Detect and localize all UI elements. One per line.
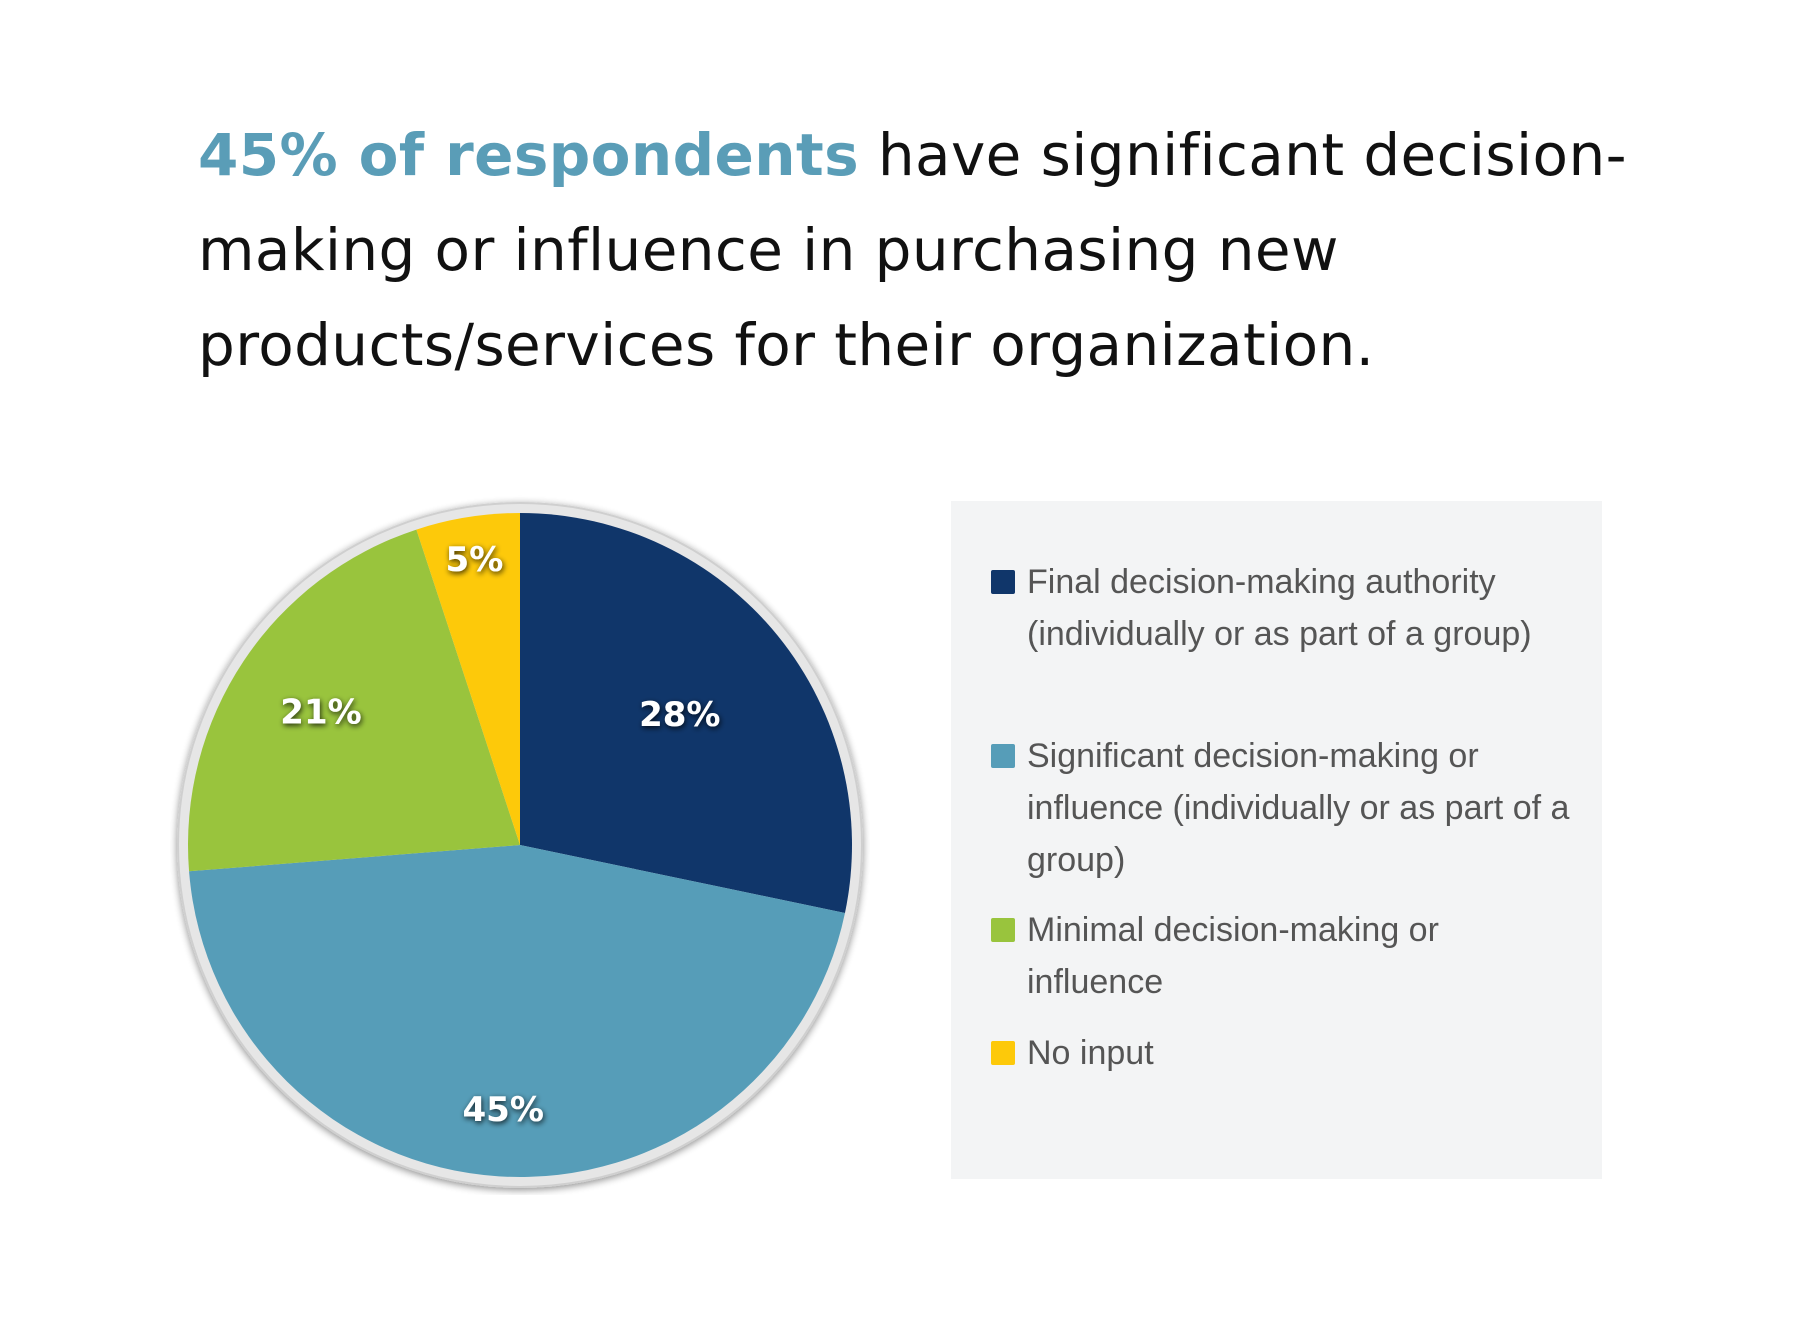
- pie-slice-minimal: [187, 529, 520, 872]
- pie-chart: 28% 45% 21% 5%: [170, 495, 870, 1195]
- legend: Final decision-making authority (individ…: [951, 501, 1602, 1179]
- pie-slice-final: [520, 513, 852, 913]
- pie-slice-no-input: [416, 513, 520, 845]
- headline-highlight: 45% of respondents: [198, 121, 860, 189]
- legend-swatch-no-input: [991, 1041, 1015, 1065]
- pie-slices: [187, 513, 852, 1178]
- pie-slice-significant: [189, 845, 845, 1178]
- legend-label-no-input: No input: [1027, 1034, 1154, 1072]
- legend-swatch-final: [991, 570, 1015, 594]
- legend-swatch-minimal: [991, 918, 1015, 942]
- headline: 45% of respondents have significant deci…: [198, 108, 1678, 393]
- legend-item-no-input: No input: [991, 1027, 1571, 1079]
- legend-label-minimal: Minimal decision-making or influence: [1027, 911, 1439, 1001]
- legend-label-final: Final decision-making authority (individ…: [1027, 563, 1532, 653]
- pie-label-significant: 45%: [463, 1090, 544, 1130]
- legend-item-significant: Significant decision-making or influence…: [991, 730, 1571, 886]
- pie-chart-svg: 28% 45% 21% 5%: [177, 502, 863, 1188]
- headline-rest: have significant decision-making or infl…: [198, 121, 1627, 379]
- legend-item-final: Final decision-making authority (individ…: [991, 556, 1571, 660]
- pie-labels: 28% 45% 21% 5%: [280, 540, 720, 1130]
- legend-item-minimal: Minimal decision-making or influence: [991, 904, 1571, 1008]
- legend-label-significant: Significant decision-making or influence…: [1027, 737, 1570, 879]
- pie-label-minimal: 21%: [280, 693, 361, 733]
- legend-swatch-significant: [991, 744, 1015, 768]
- pie-label-final: 28%: [639, 695, 720, 735]
- pie-label-no-input: 5%: [446, 540, 504, 580]
